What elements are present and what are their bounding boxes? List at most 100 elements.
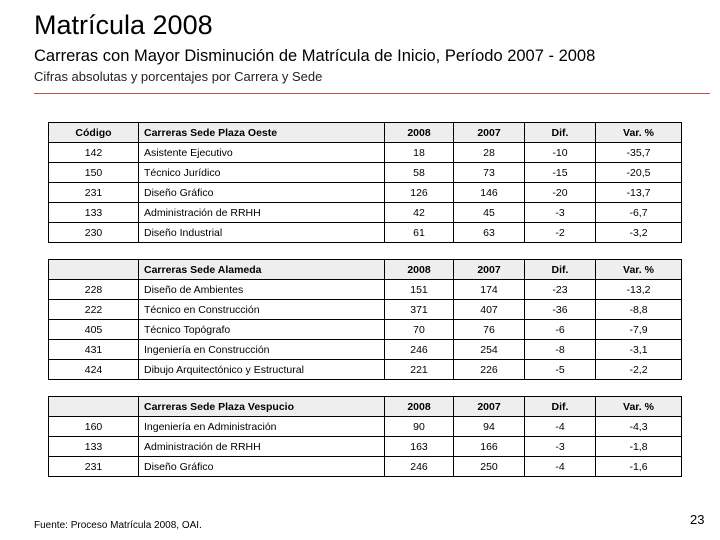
cell-matricula-2008: 90 bbox=[384, 416, 454, 437]
header-diferencia: Dif. bbox=[524, 396, 596, 417]
page-title: Matrícula 2008 bbox=[34, 10, 213, 40]
header-codigo bbox=[48, 259, 139, 280]
cell-diferencia: -2 bbox=[524, 222, 596, 243]
source-footer: Fuente: Proceso Matrícula 2008, OAI. bbox=[34, 520, 202, 531]
cell-diferencia: -4 bbox=[524, 416, 596, 437]
cell-variacion: -3,2 bbox=[595, 222, 682, 243]
header-diferencia: Dif. bbox=[524, 122, 596, 143]
table-sede-alameda: Carreras Sede Alameda 2008 2007 Dif. Var. % 2… bbox=[48, 259, 682, 380]
header-matricula-2007: 2007 bbox=[453, 122, 525, 143]
cell-carrera: Asistente Ejecutivo bbox=[138, 142, 385, 163]
table-sede-plaza-oeste: Código Carreras Sede Plaza Oeste 2008 2007 D… bbox=[48, 122, 682, 243]
cell-matricula-2007: 63 bbox=[453, 222, 525, 243]
table-row: 160 Ingeniería en Administración 90 94 -4 -4,… bbox=[48, 416, 682, 437]
table-row: 431 Ingeniería en Construcción 246 254 -8 -3,… bbox=[48, 339, 682, 360]
cell-variacion: -13,2 bbox=[595, 279, 682, 300]
cell-codigo: 231 bbox=[48, 456, 139, 477]
table-row: 133 Administración de RRHH 42 45 -3 -6,7 bbox=[48, 202, 682, 223]
cell-carrera: Administración de RRHH bbox=[138, 202, 385, 223]
cell-matricula-2008: 58 bbox=[384, 162, 454, 183]
cell-codigo: 133 bbox=[48, 202, 139, 223]
header-variacion: Var. % bbox=[595, 122, 682, 143]
cell-codigo: 231 bbox=[48, 182, 139, 203]
cell-diferencia: -6 bbox=[524, 319, 596, 340]
table-header-row: Carreras Sede Alameda 2008 2007 Dif. Var. % bbox=[48, 259, 682, 280]
page-number: 23 bbox=[690, 512, 705, 527]
cell-matricula-2008: 246 bbox=[384, 456, 454, 477]
cell-matricula-2008: 371 bbox=[384, 299, 454, 320]
table-row: 133 Administración de RRHH 163 166 -3 -1,8 bbox=[48, 436, 682, 457]
cell-codigo: 424 bbox=[48, 359, 139, 380]
cell-carrera: Técnico Topógrafo bbox=[138, 319, 385, 340]
cell-diferencia: -4 bbox=[524, 456, 596, 477]
header-carrera: Carreras Sede Plaza Vespucio bbox=[138, 396, 385, 417]
cell-matricula-2008: 163 bbox=[384, 436, 454, 457]
table-row: 150 Técnico Jurídico 58 73 -15 -20,5 bbox=[48, 162, 682, 183]
cell-variacion: -1,6 bbox=[595, 456, 682, 477]
cell-matricula-2007: 250 bbox=[453, 456, 525, 477]
table-header-row: Carreras Sede Plaza Vespucio 2008 2007 Dif.… bbox=[48, 396, 682, 417]
cell-matricula-2007: 166 bbox=[453, 436, 525, 457]
header-matricula-2008: 2008 bbox=[384, 259, 454, 280]
cell-matricula-2007: 146 bbox=[453, 182, 525, 203]
cell-codigo: 431 bbox=[48, 339, 139, 360]
cell-diferencia: -36 bbox=[524, 299, 596, 320]
cell-variacion: -3,1 bbox=[595, 339, 682, 360]
cell-codigo: 142 bbox=[48, 142, 139, 163]
cell-matricula-2008: 18 bbox=[384, 142, 454, 163]
table-sede-plaza-vespucio: Carreras Sede Plaza Vespucio 2008 2007 Dif.… bbox=[48, 396, 682, 477]
cell-variacion: -35,7 bbox=[595, 142, 682, 163]
cell-codigo: 230 bbox=[48, 222, 139, 243]
header-matricula-2007: 2007 bbox=[453, 396, 525, 417]
header-matricula-2008: 2008 bbox=[384, 396, 454, 417]
cell-matricula-2007: 407 bbox=[453, 299, 525, 320]
header-variacion: Var. % bbox=[595, 259, 682, 280]
cell-codigo: 160 bbox=[48, 416, 139, 437]
header-matricula-2008: 2008 bbox=[384, 122, 454, 143]
cell-variacion: -13,7 bbox=[595, 182, 682, 203]
cell-matricula-2007: 76 bbox=[453, 319, 525, 340]
cell-carrera: Administración de RRHH bbox=[138, 436, 385, 457]
cell-variacion: -1,8 bbox=[595, 436, 682, 457]
cell-variacion: -6,7 bbox=[595, 202, 682, 223]
cell-matricula-2008: 126 bbox=[384, 182, 454, 203]
cell-matricula-2007: 174 bbox=[453, 279, 525, 300]
cell-codigo: 150 bbox=[48, 162, 139, 183]
cell-diferencia: -3 bbox=[524, 202, 596, 223]
cell-variacion: -7,9 bbox=[595, 319, 682, 340]
page-note: Cifras absolutas y porcentajes por Carre… bbox=[34, 69, 323, 84]
table-row: 424 Dibujo Arquitectónico y Estructural 22… bbox=[48, 359, 682, 380]
cell-diferencia: -23 bbox=[524, 279, 596, 300]
cell-carrera: Diseño Gráfico bbox=[138, 182, 385, 203]
cell-diferencia: -8 bbox=[524, 339, 596, 360]
header-codigo bbox=[48, 396, 139, 417]
table-row: 230 Diseño Industrial 61 63 -2 -3,2 bbox=[48, 222, 682, 243]
table-header-row: Código Carreras Sede Plaza Oeste 2008 2007 D… bbox=[48, 122, 682, 143]
table-row: 405 Técnico Topógrafo 70 76 -6 -7,9 bbox=[48, 319, 682, 340]
cell-variacion: -8,8 bbox=[595, 299, 682, 320]
cell-matricula-2007: 226 bbox=[453, 359, 525, 380]
cell-carrera: Diseño Industrial bbox=[138, 222, 385, 243]
cell-matricula-2008: 42 bbox=[384, 202, 454, 223]
cell-variacion: -20,5 bbox=[595, 162, 682, 183]
cell-carrera: Diseño Gráfico bbox=[138, 456, 385, 477]
cell-diferencia: -15 bbox=[524, 162, 596, 183]
cell-carrera: Ingeniería en Construcción bbox=[138, 339, 385, 360]
cell-carrera: Técnico Jurídico bbox=[138, 162, 385, 183]
header-carrera: Carreras Sede Plaza Oeste bbox=[138, 122, 385, 143]
header-carrera: Carreras Sede Alameda bbox=[138, 259, 385, 280]
cell-matricula-2008: 61 bbox=[384, 222, 454, 243]
table-row: 231 Diseño Gráfico 126 146 -20 -13,7 bbox=[48, 182, 682, 203]
title-divider bbox=[34, 93, 710, 94]
table-row: 231 Diseño Gráfico 246 250 -4 -1,6 bbox=[48, 456, 682, 477]
cell-diferencia: -20 bbox=[524, 182, 596, 203]
cell-carrera: Ingeniería en Administración bbox=[138, 416, 385, 437]
cell-matricula-2008: 221 bbox=[384, 359, 454, 380]
table-row: 142 Asistente Ejecutivo 18 28 -10 -35,7 bbox=[48, 142, 682, 163]
header-diferencia: Dif. bbox=[524, 259, 596, 280]
cell-matricula-2007: 94 bbox=[453, 416, 525, 437]
cell-matricula-2007: 45 bbox=[453, 202, 525, 223]
cell-codigo: 405 bbox=[48, 319, 139, 340]
cell-matricula-2007: 28 bbox=[453, 142, 525, 163]
header-matricula-2007: 2007 bbox=[453, 259, 525, 280]
